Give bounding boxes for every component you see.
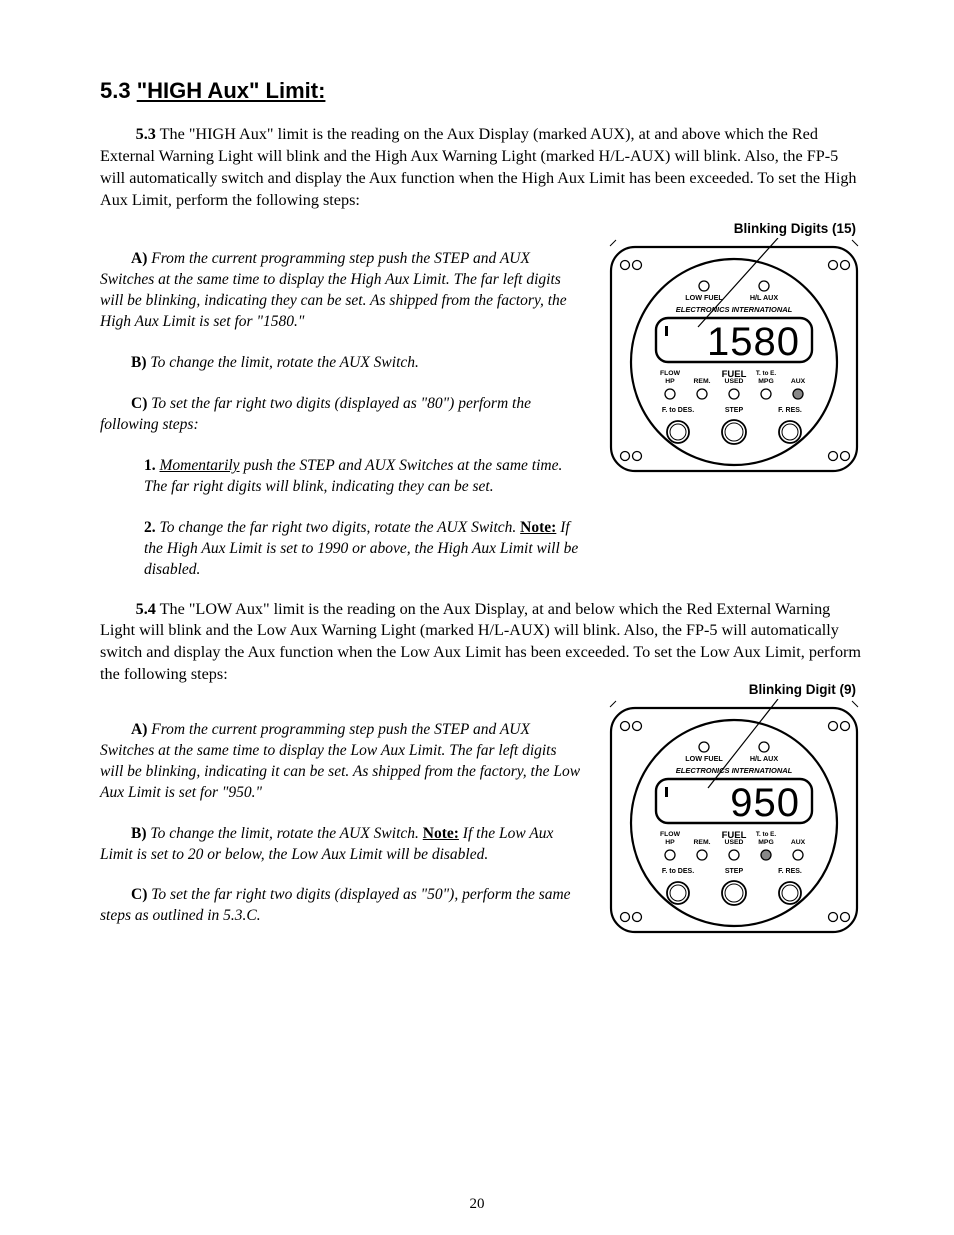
step-c2-lead: 2.: [144, 519, 160, 536]
svg-text:F. RES.: F. RES.: [778, 407, 802, 414]
svg-text:STEP: STEP: [725, 868, 744, 875]
step-b2: B) To change the limit, rotate the AUX S…: [100, 824, 582, 866]
page: 5.3 "HIGH Aux" Limit: 5.3 The "HIGH Aux"…: [0, 0, 954, 977]
step-c1: 1. Momentarily push the STEP and AUX Swi…: [144, 456, 582, 498]
svg-text:REM.: REM.: [694, 839, 711, 846]
step-b2-note: Note:: [423, 825, 459, 842]
svg-text:USED: USED: [725, 839, 744, 846]
svg-text:FLOW: FLOW: [660, 370, 681, 377]
svg-text:MPG: MPG: [758, 839, 773, 846]
para-low-text: The "LOW Aux" limit is the reading on th…: [100, 600, 861, 684]
step-b-text: To change the limit, rotate the AUX Swit…: [147, 354, 419, 371]
gauge-2-container: Blinking Digit (9) LOW FUEL H/L AUX ELECTR…: [608, 682, 876, 937]
svg-text:AUX: AUX: [791, 839, 806, 846]
step-b2-lead: B): [131, 825, 147, 842]
step-a: A) From the current programming step pus…: [100, 249, 582, 333]
svg-text:AUX: AUX: [791, 378, 806, 385]
step-a2-text: From the current programming step push t…: [100, 721, 580, 801]
step-a2: A) From the current programming step pus…: [100, 720, 582, 804]
svg-text:T. to E.: T. to E.: [756, 831, 777, 838]
step-c-head: C) To set the far right two digits (disp…: [100, 394, 582, 436]
para1-text: The "HIGH Aux" limit is the reading on t…: [100, 125, 857, 209]
title-main: "HIGH Aux" Limit:: [137, 78, 326, 103]
svg-text:HP: HP: [665, 839, 675, 846]
svg-text:F. RES.: F. RES.: [778, 868, 802, 875]
section-title: 5.3 "HIGH Aux" Limit:: [100, 78, 866, 104]
para1-lead: 5.3: [136, 125, 156, 143]
gauge-1: LOW FUEL H/L AUX ELECTRONICS INTERNATIONAL…: [608, 238, 860, 476]
step-a-lead: A): [131, 250, 147, 267]
step-c1-underline: Momentarily: [160, 457, 240, 474]
svg-text:F. to DES.: F. to DES.: [662, 407, 694, 414]
left-column-2: A) From the current programming step pus…: [100, 700, 582, 927]
svg-text:H/L AUX: H/L AUX: [750, 754, 779, 763]
step-c1-lead: 1.: [144, 457, 160, 474]
para-low-lead: 5.4: [136, 600, 156, 618]
svg-text:ELECTRONICS INTERNATIONAL: ELECTRONICS INTERNATIONAL: [676, 305, 793, 314]
svg-text:MPG: MPG: [758, 378, 773, 385]
step-a2-lead: A): [131, 721, 147, 738]
step-a-text: From the current programming step push t…: [100, 250, 567, 330]
title-prefix: 5.3: [100, 78, 137, 103]
page-number: 20: [0, 1196, 954, 1213]
svg-text:STEP: STEP: [725, 407, 744, 414]
gauge2-blink-label: Blinking Digit (9): [608, 682, 876, 697]
gauge1-blink-label: Blinking Digits (15): [608, 221, 876, 236]
step-c2head: C) To set the far right two digits (disp…: [100, 885, 582, 927]
svg-text:HP: HP: [665, 378, 675, 385]
svg-text:1580: 1580: [707, 320, 800, 364]
svg-text:LOW FUEL: LOW FUEL: [685, 293, 723, 302]
svg-text:LOW FUEL: LOW FUEL: [685, 754, 723, 763]
para-intro: 5.3 The "HIGH Aux" limit is the reading …: [100, 124, 866, 211]
step-b-lead: B): [131, 354, 147, 371]
gauge-1-container: Blinking Digits (15) LOW FUEL H/L AUX ELEC…: [608, 221, 876, 476]
step-b: B) To change the limit, rotate the AUX S…: [100, 353, 582, 374]
step-c2head-lead: C): [131, 886, 147, 903]
left-column-1: A) From the current programming step pus…: [100, 229, 582, 580]
step-c2head-text: To set the far right two digits (display…: [100, 886, 571, 924]
svg-text:H/L AUX: H/L AUX: [750, 293, 779, 302]
svg-text:T. to E.: T. to E.: [756, 370, 777, 377]
svg-text:F. to DES.: F. to DES.: [662, 868, 694, 875]
svg-text:USED: USED: [725, 378, 744, 385]
svg-text:REM.: REM.: [694, 378, 711, 385]
step-b2-text: To change the limit, rotate the AUX Swit…: [147, 825, 423, 842]
step-c2: 2. To change the far right two digits, r…: [144, 518, 582, 581]
step-c2-note: Note:: [520, 519, 556, 536]
svg-text:ELECTRONICS INTERNATIONAL: ELECTRONICS INTERNATIONAL: [676, 766, 793, 775]
step-c2-text: To change the far right two digits, rota…: [160, 519, 521, 536]
step-c-lead: C): [131, 395, 147, 412]
para-low-intro: 5.4 The "LOW Aux" limit is the reading o…: [100, 599, 866, 686]
step-c-text: To set the far right two digits (display…: [100, 395, 531, 433]
gauge-2: LOW FUEL H/L AUX ELECTRONICS INTERNATIONAL…: [608, 699, 860, 937]
svg-text:950: 950: [730, 781, 800, 825]
svg-text:FLOW: FLOW: [660, 831, 681, 838]
